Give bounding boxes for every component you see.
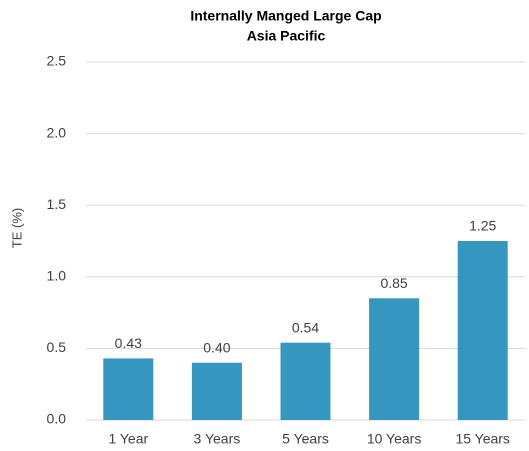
x-tick-label: 5 Years	[282, 431, 329, 447]
y-tick-label: 0.0	[47, 411, 67, 427]
y-tick-label: 0.5	[47, 339, 67, 355]
data-label: 0.54	[292, 319, 319, 335]
data-label: 0.85	[380, 275, 407, 291]
y-axis-label: TE (%)	[9, 208, 24, 248]
bar	[457, 241, 508, 420]
chart-subtitle: Asia Pacific	[247, 28, 326, 44]
x-tick-label: 1 Year	[108, 431, 148, 447]
y-tick-label: 2.5	[47, 53, 67, 69]
y-tick-label: 1.5	[47, 196, 67, 212]
y-tick-label: 2.0	[47, 124, 67, 140]
bar	[191, 362, 242, 420]
x-tick-label: 15 Years	[455, 431, 510, 447]
data-label: 0.43	[115, 335, 142, 351]
bar	[280, 342, 331, 420]
bar	[369, 298, 420, 420]
chart-title: Internally Manged Large Cap	[190, 8, 381, 24]
y-tick-label: 1.0	[47, 268, 67, 284]
bar	[103, 358, 154, 420]
x-tick-label: 10 Years	[367, 431, 422, 447]
x-tick-label: 3 Years	[194, 431, 241, 447]
data-label: 0.40	[203, 339, 230, 355]
data-label: 1.25	[469, 218, 496, 234]
